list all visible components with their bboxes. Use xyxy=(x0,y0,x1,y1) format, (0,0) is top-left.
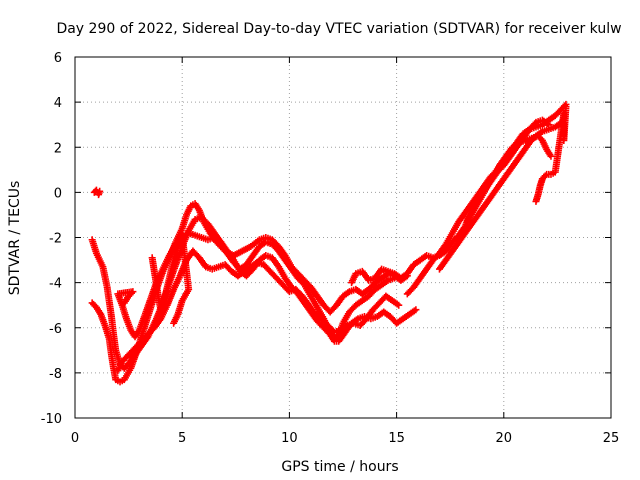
y-tick-label: 4 xyxy=(54,96,62,111)
x-tick-label: 15 xyxy=(388,431,405,446)
series-arc-i-points xyxy=(435,118,566,273)
x-tick-label: 5 xyxy=(178,431,186,446)
x-tick-label: 10 xyxy=(281,431,298,446)
series-arc-c-points xyxy=(88,200,411,386)
x-tick-label: 0 xyxy=(71,431,79,446)
x-tick-label: 25 xyxy=(603,431,620,446)
series-arc-f-points xyxy=(148,231,193,327)
y-tick-label: -4 xyxy=(49,277,62,292)
y-tick-label: -10 xyxy=(41,412,62,427)
x-tick-labels: 0 5 10 15 20 25 xyxy=(71,431,619,446)
data-points xyxy=(88,100,570,386)
x-tick-label: 20 xyxy=(496,431,513,446)
series-arc-e-points xyxy=(114,247,403,375)
y-axis-title: SDTVAR / TECUs xyxy=(7,181,23,296)
y-tick-label: -8 xyxy=(49,367,62,382)
plot-frame xyxy=(74,56,612,419)
y-tick-label: -6 xyxy=(49,322,62,337)
y-tick-label: 0 xyxy=(54,186,62,201)
y-tick-label: -2 xyxy=(49,232,62,247)
x-axis-title: GPS time / hours xyxy=(281,459,398,475)
grid-lines xyxy=(75,57,611,418)
chart-title: Day 290 of 2022, Sidereal Day-to-day VTE… xyxy=(56,21,621,37)
y-tick-labels: -10 -8 -6 -4 -2 0 2 4 6 xyxy=(41,51,62,427)
series-arc-k-points xyxy=(532,103,570,205)
y-tick-label: 2 xyxy=(54,141,62,156)
series-arc-a-points xyxy=(90,186,104,199)
y-tick-label: 6 xyxy=(54,51,62,66)
series-arc-j-points xyxy=(463,132,555,226)
